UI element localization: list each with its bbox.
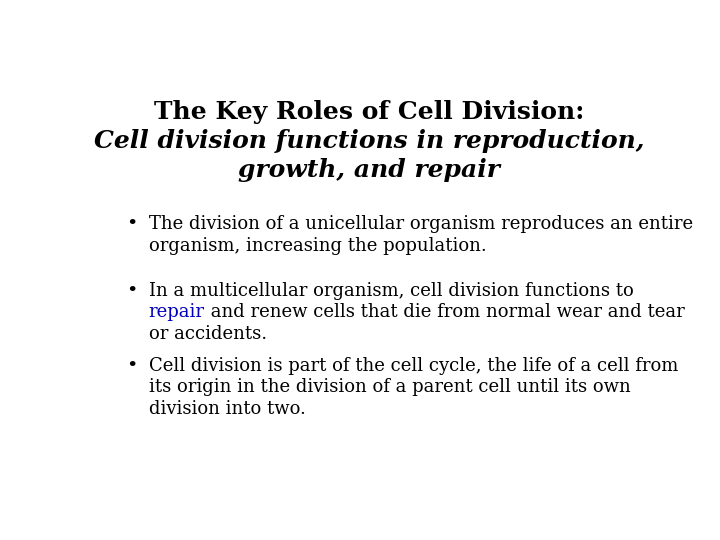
Text: Cell division is part of the cell cycle, the life of a cell from: Cell division is part of the cell cycle,… — [148, 357, 678, 375]
Text: The Key Roles of Cell Division:: The Key Roles of Cell Division: — [154, 100, 584, 124]
Text: •: • — [126, 282, 138, 300]
Text: and renew cells that die from normal wear and tear: and renew cells that die from normal wea… — [204, 303, 684, 321]
Text: In a multicellular organism, cell division functions to: In a multicellular organism, cell divisi… — [148, 282, 634, 300]
Text: its origin in the division of a parent cell until its own: its origin in the division of a parent c… — [148, 379, 630, 396]
Text: or accidents.: or accidents. — [148, 325, 266, 343]
Text: •: • — [126, 215, 138, 233]
Text: division into two.: division into two. — [148, 400, 305, 418]
Text: The division of a unicellular organism reproduces an entire: The division of a unicellular organism r… — [148, 215, 693, 233]
Text: growth, and repair: growth, and repair — [238, 158, 500, 183]
Text: •: • — [126, 357, 138, 375]
Text: organism, increasing the population.: organism, increasing the population. — [148, 237, 486, 255]
Text: Cell division functions in reproduction,: Cell division functions in reproduction, — [94, 129, 644, 153]
Text: repair: repair — [148, 303, 204, 321]
